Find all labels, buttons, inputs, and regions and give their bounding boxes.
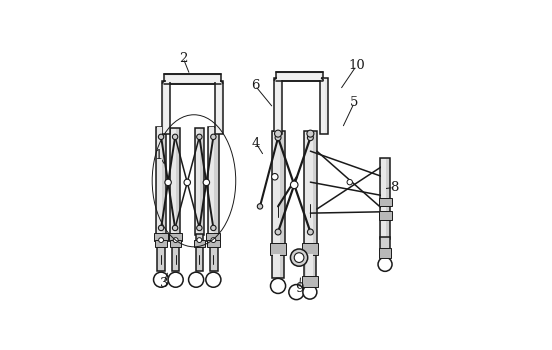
Circle shape: [347, 180, 352, 185]
Circle shape: [168, 272, 183, 287]
Circle shape: [173, 238, 178, 243]
Circle shape: [158, 134, 164, 140]
Bar: [170, 128, 180, 235]
Bar: [157, 127, 162, 234]
Bar: [209, 127, 214, 234]
Text: 5: 5: [350, 96, 358, 109]
Bar: [304, 131, 317, 244]
Bar: [381, 159, 386, 238]
Text: 6: 6: [251, 79, 259, 92]
Circle shape: [294, 253, 304, 262]
Circle shape: [270, 278, 285, 293]
Bar: [164, 74, 221, 84]
Circle shape: [211, 134, 216, 140]
Bar: [320, 78, 328, 134]
Bar: [274, 78, 282, 134]
Bar: [154, 233, 168, 241]
Bar: [195, 234, 203, 271]
Bar: [302, 276, 319, 287]
Bar: [379, 211, 391, 220]
Bar: [208, 127, 219, 235]
Bar: [194, 128, 204, 235]
Circle shape: [172, 134, 178, 140]
Bar: [194, 240, 205, 247]
Bar: [208, 240, 220, 247]
Circle shape: [211, 238, 216, 243]
Text: 3: 3: [160, 277, 168, 290]
Circle shape: [307, 135, 314, 141]
Bar: [273, 132, 280, 243]
Circle shape: [197, 134, 202, 140]
Bar: [305, 132, 313, 243]
Bar: [210, 234, 218, 271]
Circle shape: [189, 272, 204, 287]
Bar: [166, 76, 220, 83]
Circle shape: [153, 272, 168, 287]
Bar: [156, 127, 167, 235]
Bar: [379, 248, 391, 258]
Bar: [168, 233, 182, 241]
Circle shape: [257, 204, 263, 209]
Bar: [305, 253, 316, 278]
Bar: [216, 82, 221, 133]
Bar: [275, 79, 280, 133]
Circle shape: [211, 225, 216, 231]
Bar: [306, 254, 312, 277]
Circle shape: [203, 179, 210, 186]
Circle shape: [184, 179, 190, 186]
Bar: [215, 81, 223, 134]
Text: 8: 8: [390, 181, 398, 194]
Circle shape: [290, 181, 298, 189]
Circle shape: [197, 238, 202, 243]
Bar: [206, 233, 220, 241]
Bar: [272, 131, 284, 244]
Bar: [380, 158, 390, 239]
Circle shape: [289, 285, 304, 300]
Bar: [164, 82, 168, 133]
Circle shape: [158, 225, 164, 231]
Bar: [272, 253, 284, 278]
Bar: [162, 81, 170, 134]
Bar: [379, 198, 391, 206]
Circle shape: [158, 238, 163, 243]
Circle shape: [272, 174, 278, 180]
Bar: [273, 254, 280, 277]
Bar: [172, 234, 179, 271]
Circle shape: [307, 229, 314, 235]
Circle shape: [307, 130, 314, 137]
Text: 4: 4: [252, 136, 260, 149]
Bar: [195, 129, 200, 233]
Bar: [170, 240, 181, 247]
Bar: [321, 79, 326, 133]
Bar: [277, 74, 321, 80]
Circle shape: [206, 272, 221, 287]
Bar: [157, 234, 166, 271]
Text: 1: 1: [155, 149, 163, 162]
Bar: [155, 240, 167, 247]
Bar: [302, 243, 319, 255]
Circle shape: [275, 229, 281, 235]
Circle shape: [274, 130, 282, 137]
Circle shape: [290, 249, 307, 266]
Circle shape: [378, 257, 392, 271]
Text: 2: 2: [179, 52, 187, 65]
Bar: [380, 237, 390, 250]
Circle shape: [172, 225, 178, 231]
Bar: [171, 129, 176, 233]
Text: 10: 10: [348, 59, 365, 72]
Circle shape: [275, 135, 281, 141]
Bar: [270, 243, 286, 255]
Text: 9: 9: [295, 282, 304, 295]
Circle shape: [303, 285, 317, 299]
Circle shape: [165, 179, 171, 186]
Bar: [276, 72, 323, 81]
Circle shape: [197, 225, 202, 231]
